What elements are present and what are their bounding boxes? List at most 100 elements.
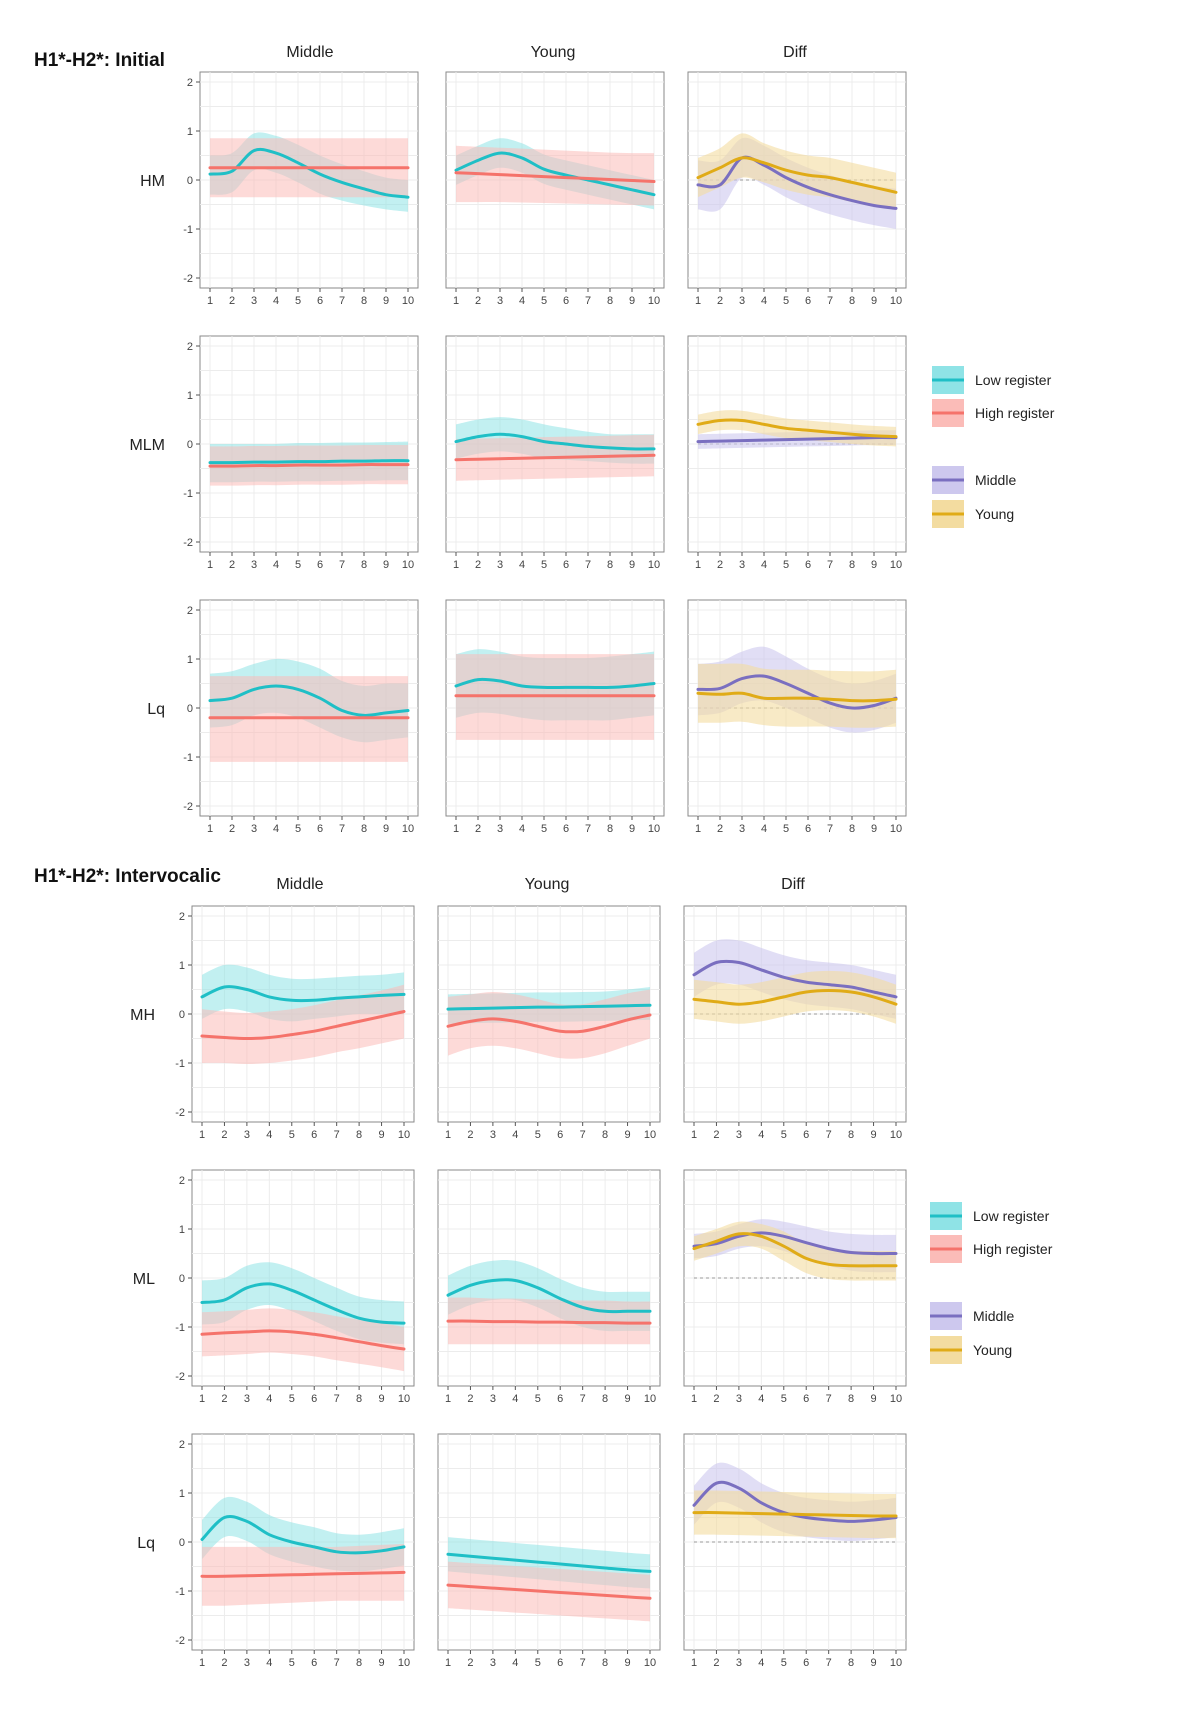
x-tick-label: 5 [289,1657,295,1669]
x-tick-label: 8 [356,1129,362,1141]
x-tick-label: 8 [607,295,613,307]
x-tick-label: 2 [229,559,235,571]
panel-h1-h2-initial-hm-diff: 1 2 3 4 5 6 7 8 9 10 [687,71,907,307]
x-tick-label: 8 [849,823,855,835]
series-line-young [696,691,898,703]
facet-label-initial-young: Young [531,44,576,61]
x-tick-label: 2 [229,295,235,307]
facet-label-initial-middle: Middle [286,44,333,61]
x-tick-label: 8 [607,823,613,835]
y-tick-label: 0 [187,703,193,715]
x-tick-label: 5 [781,1129,787,1141]
x-tick-label: 2 [717,823,723,835]
x-tick-label: 10 [402,823,414,835]
x-tick-label: 2 [467,1129,473,1141]
x-tick-label: 8 [849,559,855,571]
x-tick-label: 6 [311,1129,317,1141]
x-tick-label: 5 [541,559,547,571]
x-tick-label: 10 [402,559,414,571]
x-tick-label: 1 [199,1393,205,1405]
x-tick-label: 5 [295,559,301,571]
x-tick-label: 10 [890,1657,902,1669]
x-tick-label: 6 [317,823,323,835]
y-tick-label: 0 [187,175,193,187]
x-tick-label: 10 [648,295,660,307]
x-tick-label: 2 [221,1393,227,1405]
x-tick-label: 1 [695,823,701,835]
facet-label-intervocalic-diff: Diff [781,876,805,893]
x-tick-label: 10 [890,1393,902,1405]
legend-label-high-register: High register [975,405,1055,421]
x-tick-label: 1 [453,559,459,571]
x-tick-label: 6 [563,295,569,307]
x-tick-label: 6 [803,1129,809,1141]
x-tick-label: 7 [580,1657,586,1669]
x-tick-label: 4 [273,295,279,307]
series-line-young [692,1232,898,1268]
band-young [698,663,896,728]
x-tick-label: 4 [273,823,279,835]
y-tick-label: -2 [183,801,193,813]
x-tick-label: 3 [244,1393,250,1405]
x-tick-label: 8 [607,559,613,571]
y-tick-label: 0 [179,1273,185,1285]
x-tick-label: 10 [398,1393,410,1405]
x-tick-label: 9 [378,1393,384,1405]
y-tick-label: 2 [179,1439,185,1451]
x-tick-label: 2 [221,1129,227,1141]
legend-label-low-register: Low register [975,372,1052,388]
x-tick-label: 8 [848,1393,854,1405]
x-tick-label: 6 [557,1129,563,1141]
x-tick-label: 5 [781,1657,787,1669]
x-tick-label: 1 [445,1657,451,1669]
x-tick-label: 9 [383,823,389,835]
x-tick-label: 8 [356,1393,362,1405]
x-tick-label: 6 [311,1657,317,1669]
series-line-low-register [446,1552,652,1573]
x-tick-label: 1 [207,559,213,571]
x-tick-label: 7 [334,1393,340,1405]
band-high-register [202,984,404,1064]
x-tick-label: 3 [251,823,257,835]
legend-label-young: Young [975,506,1014,522]
x-tick-label: 9 [624,1657,630,1669]
legend2-label-high-register: High register [973,1241,1053,1257]
x-tick-label: 3 [497,559,503,571]
series-line-middle [696,155,898,210]
section-title-initial: H1*-H2*: Initial [34,50,165,71]
x-tick-label: 3 [490,1657,496,1669]
y-tick-label: 1 [187,654,193,666]
x-tick-label: 7 [339,559,345,571]
x-tick-label: 5 [541,295,547,307]
x-tick-label: 4 [758,1657,764,1669]
x-tick-label: 6 [803,1657,809,1669]
panel-h1-h2-initial-mlm-middle: 1 2 3 4 5 6 7 8 9 10 -2 -1 0 1 2 MLM [129,335,419,571]
x-tick-label: 1 [453,295,459,307]
x-tick-label: 10 [398,1129,410,1141]
facet-label-initial-diff: Diff [783,44,807,61]
y-tick-label: 1 [179,1488,185,1500]
row-label-lq: Lq [147,701,165,718]
series-line-low-register [454,677,656,690]
x-tick-label: 3 [736,1393,742,1405]
panel-h1-h2-initial-lq-middle: 1 2 3 4 5 6 7 8 9 10 -2 -1 0 1 2 Lq [147,599,419,835]
x-tick-label: 9 [629,295,635,307]
x-tick-label: 4 [761,295,767,307]
x-tick-label: 4 [761,823,767,835]
x-tick-label: 1 [691,1129,697,1141]
series-line-low-register [208,459,410,465]
x-tick-label: 10 [890,295,902,307]
x-tick-label: 10 [644,1393,656,1405]
x-tick-label: 1 [445,1129,451,1141]
x-tick-label: 3 [490,1129,496,1141]
x-tick-label: 2 [475,823,481,835]
x-tick-label: 2 [475,295,481,307]
x-tick-label: 3 [736,1657,742,1669]
series-line-low-register [200,985,406,1003]
row-label-lq: Lq [137,1535,155,1552]
x-tick-label: 2 [713,1657,719,1669]
x-tick-label: 9 [383,295,389,307]
x-tick-label: 4 [519,295,525,307]
panel-h1-h2-initial-lq-young: 1 2 3 4 5 6 7 8 9 10 [445,599,665,835]
